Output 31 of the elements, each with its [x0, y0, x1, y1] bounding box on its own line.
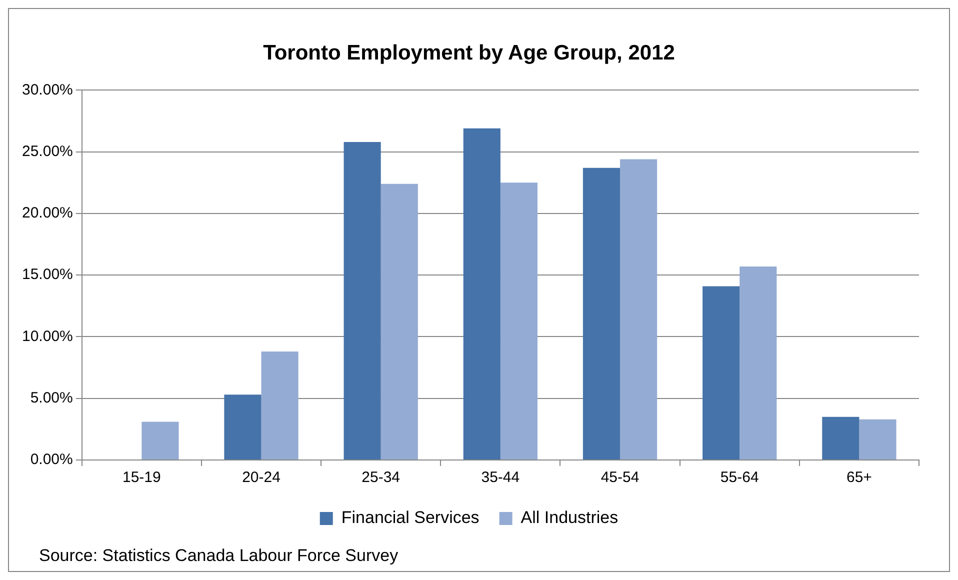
y-tick-label: 15.00% [22, 266, 73, 284]
x-tick-label: 55-64 [720, 469, 759, 486]
y-tick-label: 5.00% [30, 390, 73, 407]
x-tick-label: 20-24 [242, 469, 280, 486]
bar [224, 394, 262, 460]
y-tick-label: 20.00% [22, 204, 73, 222]
chart-title: Toronto Employment by Age Group, 2012 [263, 41, 675, 64]
y-tick-label: 25.00% [22, 142, 73, 160]
bar [859, 419, 896, 460]
bar [142, 422, 179, 460]
bar [500, 182, 538, 460]
y-tick-label: 30.00% [22, 81, 73, 98]
bar [582, 168, 620, 460]
bar [261, 352, 298, 460]
x-tick-label: 65+ [846, 469, 872, 486]
legend-label: Financial Services [341, 508, 480, 528]
x-tick-label: 15-19 [122, 469, 161, 486]
bar [380, 184, 418, 460]
source-note: Source: Statistics Canada Labour Force Survey [39, 546, 399, 566]
bar [463, 128, 500, 460]
bar [822, 416, 860, 460]
bar [740, 266, 777, 460]
y-tick-label: 0.00% [30, 451, 73, 468]
bar [702, 286, 740, 460]
x-tick-label: 35-44 [481, 469, 520, 486]
x-tick-label: 45-54 [600, 469, 640, 486]
x-tick-label: 25-34 [362, 469, 400, 486]
bar [620, 159, 658, 460]
legend-label: All Industries [520, 508, 618, 528]
y-tick-label: 10.00% [22, 328, 73, 345]
bar [344, 142, 381, 460]
